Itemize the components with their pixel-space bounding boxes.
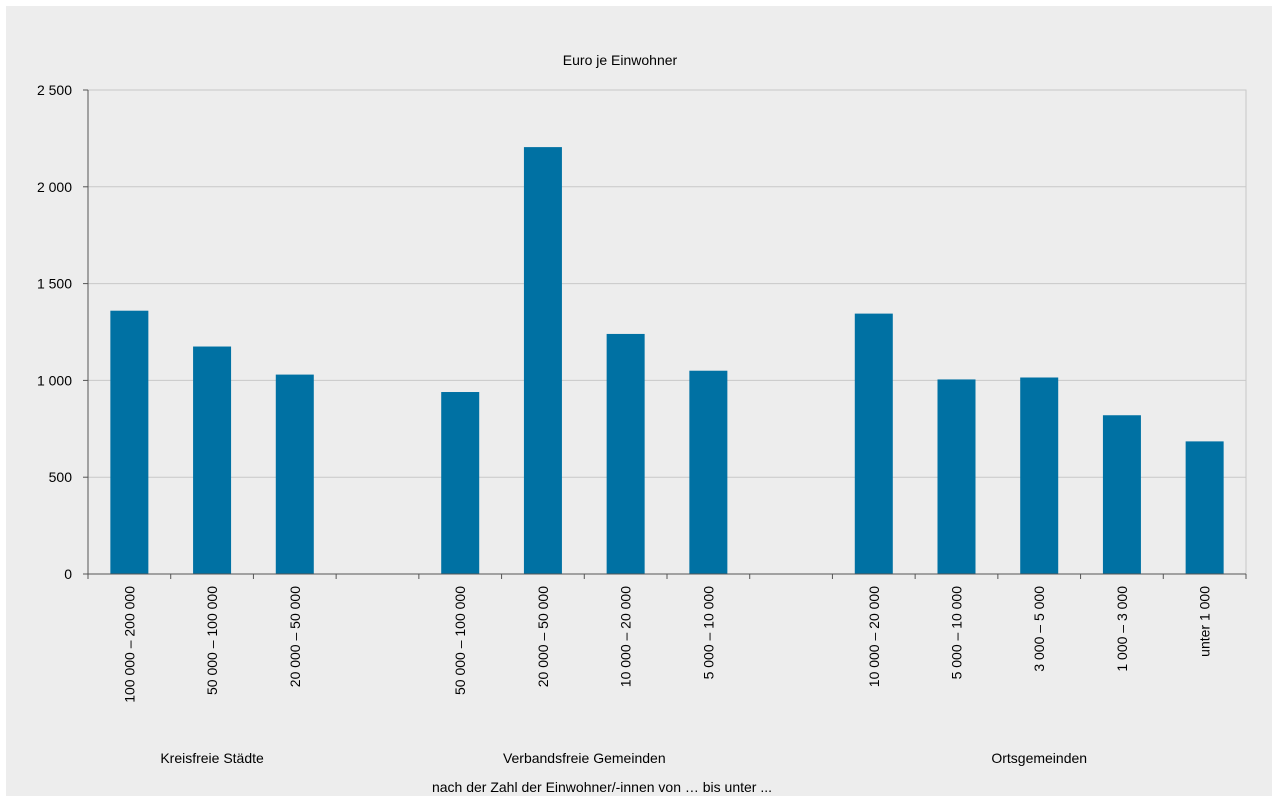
y-tick-label: 1 500 xyxy=(37,276,72,292)
x-tick-label: 3 000 – 5 000 xyxy=(1031,586,1047,672)
bar xyxy=(523,147,562,574)
y-tick-labels: 0 500 1 000 1 500 2 000 2 500 xyxy=(37,82,72,582)
bar-chart: 0 500 1 000 1 500 2 000 2 500 100 000 – 200 0… xyxy=(37,52,1247,795)
axes xyxy=(83,89,1247,579)
bar xyxy=(275,374,314,574)
bar xyxy=(854,313,893,574)
x-tick-label: 10 000 – 20 000 xyxy=(866,586,882,687)
group-label: Ortsgemeinden xyxy=(991,750,1087,766)
y-tick-label: 500 xyxy=(49,469,73,485)
y-tick-label: 0 xyxy=(64,566,72,582)
group-label: Kreisfreie Städte xyxy=(160,750,264,766)
plot-frame xyxy=(87,89,1247,575)
y-tick-label: 2 500 xyxy=(37,82,72,98)
bar xyxy=(441,392,480,574)
bar xyxy=(193,346,232,574)
x-tick-label: unter 1 000 xyxy=(1197,586,1213,657)
chart-area: 0 500 1 000 1 500 2 000 2 500 100 000 – 200 0… xyxy=(6,6,1272,796)
group-labels: Kreisfreie Städte Verbandsfreie Gemeinden… xyxy=(160,750,1087,766)
x-tick-label: 50 000 – 100 000 xyxy=(204,586,220,695)
bar xyxy=(937,379,976,574)
x-tick-label: 5 000 – 10 000 xyxy=(949,586,965,680)
x-axis-label: nach der Zahl der Einwohner/-innen von …… xyxy=(432,779,772,795)
gridlines xyxy=(87,89,1247,575)
group-label: Verbandsfreie Gemeinden xyxy=(503,750,666,766)
x-tick-label: 100 000 – 200 000 xyxy=(121,586,137,703)
bar xyxy=(606,333,645,574)
y-tick-label: 1 000 xyxy=(37,372,72,388)
bar xyxy=(1185,441,1224,574)
x-tick-label: 50 000 – 100 000 xyxy=(452,586,468,695)
bar xyxy=(689,370,728,574)
bar xyxy=(1102,415,1141,574)
y-tick-label: 2 000 xyxy=(37,179,72,195)
x-tick-labels: 100 000 – 200 000 50 000 – 100 000 20 000 … xyxy=(121,586,1212,703)
bar xyxy=(110,310,149,574)
x-tick-label: 20 000 – 50 000 xyxy=(535,586,551,687)
bar xyxy=(1020,377,1059,574)
x-tick-label: 1 000 – 3 000 xyxy=(1114,586,1130,672)
chart-title: Euro je Einwohner xyxy=(563,52,678,68)
x-tick-label: 10 000 – 20 000 xyxy=(618,586,634,687)
bars xyxy=(110,147,1224,574)
x-tick-label: 5 000 – 10 000 xyxy=(700,586,716,680)
x-tick-label: 20 000 – 50 000 xyxy=(287,586,303,687)
